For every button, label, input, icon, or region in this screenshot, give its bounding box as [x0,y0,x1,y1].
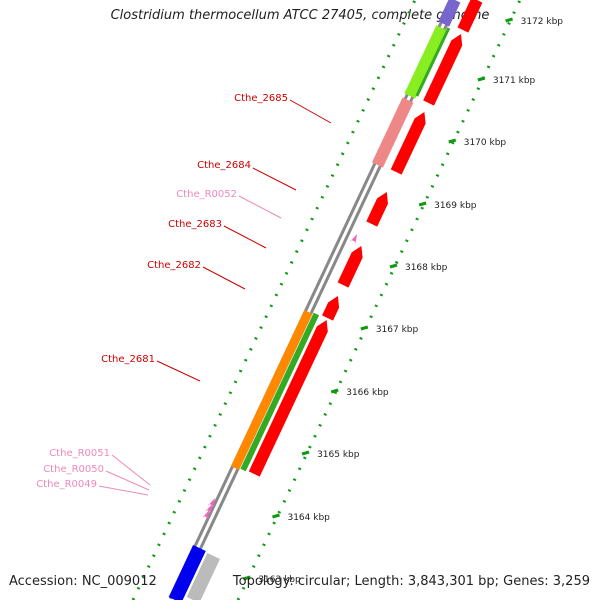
feature-track [168,0,483,600]
label-leader-4 [202,266,246,290]
cds-cthe-2685 [390,112,426,175]
cog-green-stripe [415,27,451,97]
label-leader-2 [238,195,282,219]
tick-label-3171: 3171 kbp [493,76,536,86]
tick-label-3169: 3169 kbp [434,201,477,211]
cog-cthe-2685 [372,97,414,168]
gene-label-1: Cthe_2684 [197,160,251,171]
cog-green-2681 [240,312,320,472]
gene-label-2: Cthe_R0052 [176,189,237,200]
tick-mark-3171 [477,76,486,82]
topology-text: Topology: circular; Length: 3,843,301 bp… [232,574,590,589]
tick-label-3163: 3163 kbp [258,575,301,585]
label-leader-7 [105,470,150,491]
tick-label-3172: 3172 kbp [521,17,564,27]
cog-orange-2681 [231,310,313,470]
dotted-guides [131,0,522,600]
tick-label-3167: 3167 kbp [376,325,419,335]
tick-label-3166: 3166 kbp [346,388,389,398]
tick-label-3164: 3164 kbp [287,513,330,523]
gene-label-0: Cthe_2685 [234,93,288,104]
cog-lightgreen [404,25,448,99]
map-title: Clostridium thermocellum ATCC 27405, com… [110,8,490,23]
inner-dotted-guide [131,0,417,600]
tick-mark-3168 [389,263,398,269]
gene-label-6: Cthe_R0051 [49,448,110,459]
tick-mark-3165 [301,450,310,456]
label-leader-3 [223,225,267,249]
rna-cthe-r0050 [205,504,213,515]
label-leader-1 [252,167,297,191]
tick-mark-3172 [505,17,514,23]
rna-cthe-r0051 [208,498,215,509]
label-leader-8 [98,485,149,496]
tick-label-3170: 3170 kbp [464,138,507,148]
label-leader-6 [111,454,151,486]
label-leader-0 [289,99,332,124]
rna-cthe-r0052 [350,234,357,245]
tick-mark-3170 [448,138,457,144]
rna-cthe-r0049 [202,510,210,521]
cds-cthe-2683 [337,246,363,288]
cds-upstream [423,34,463,106]
cds-cthe-2681 [248,320,328,477]
tick-mark-3167 [360,325,369,331]
gene-label-5: Cthe_2681 [101,354,155,365]
tick-mark-3166 [330,388,339,394]
gene-label-4: Cthe_2682 [147,260,201,271]
gene-labels: Cthe_2685 Cthe_2684 Cthe_R0052 Cthe_2683 Cth… [36,93,332,496]
tick-label-3168: 3168 kbp [405,263,448,273]
tick-mark-3163 [242,575,251,581]
outer-dotted-guide [236,0,522,600]
gene-label-3: Cthe_2683 [168,219,222,230]
tick-mark-3164 [272,513,280,519]
gene-label-8: Cthe_R0049 [36,479,97,490]
cog-purple [438,0,461,27]
cds-top [457,0,483,33]
cds-gray [186,553,220,600]
tick-mark-3169 [418,201,427,207]
cds-cthe-2684 [366,192,388,227]
cog-blue [168,545,206,600]
label-leader-5 [156,360,201,382]
gene-label-7: Cthe_R0050 [43,464,104,475]
tick-label-3165: 3165 kbp [317,450,360,460]
scale-ticks: 3163 kbp 3164 kbp 3165 kbp 3166 kbp 3167 kbp… [242,17,564,585]
accession-text: Accession: NC_009012 [9,574,157,589]
cds-cthe-2682 [322,296,340,321]
